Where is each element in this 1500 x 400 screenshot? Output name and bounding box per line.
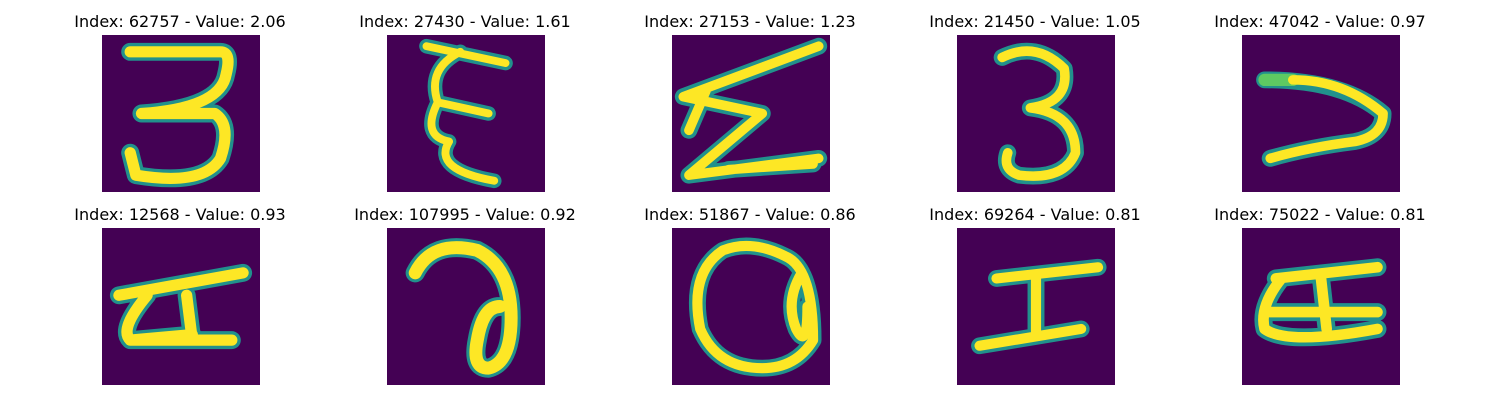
digit-image: [387, 35, 545, 192]
digit-image: [1242, 228, 1400, 385]
panel-5: Index: 47042 - Value: 0.97: [1175, 12, 1465, 192]
digit-image: [102, 228, 260, 385]
panel-4: Index: 21450 - Value: 1.05: [890, 12, 1180, 192]
panel-title: Index: 62757 - Value: 2.06: [74, 12, 286, 31]
digit-image: [387, 228, 545, 385]
panel-title: Index: 107995 - Value: 0.92: [354, 205, 576, 224]
panel-title: Index: 27430 - Value: 1.61: [359, 12, 571, 31]
digit-image: [957, 228, 1115, 385]
panel-title: Index: 12568 - Value: 0.93: [74, 205, 286, 224]
panel-3: Index: 27153 - Value: 1.23: [605, 12, 895, 192]
panel-9: Index: 69264 - Value: 0.81: [890, 205, 1180, 385]
panel-title: Index: 21450 - Value: 1.05: [929, 12, 1141, 31]
digit-image: [1242, 35, 1400, 192]
digit-image: [672, 228, 830, 385]
panel-7: Index: 107995 - Value: 0.92: [320, 205, 610, 385]
panel-title: Index: 51867 - Value: 0.86: [644, 205, 856, 224]
panel-title: Index: 75022 - Value: 0.81: [1214, 205, 1426, 224]
digit-image: [672, 35, 830, 192]
panel-8: Index: 51867 - Value: 0.86: [605, 205, 895, 385]
digit-image: [102, 35, 260, 192]
digit-image: [957, 35, 1115, 192]
panel-10: Index: 75022 - Value: 0.81: [1175, 205, 1465, 385]
panel-title: Index: 69264 - Value: 0.81: [929, 205, 1141, 224]
panel-1: Index: 62757 - Value: 2.06: [35, 12, 325, 192]
panel-title: Index: 27153 - Value: 1.23: [644, 12, 856, 31]
panel-6: Index: 12568 - Value: 0.93: [35, 205, 325, 385]
panel-title: Index: 47042 - Value: 0.97: [1214, 12, 1426, 31]
panel-2: Index: 27430 - Value: 1.61: [320, 12, 610, 192]
